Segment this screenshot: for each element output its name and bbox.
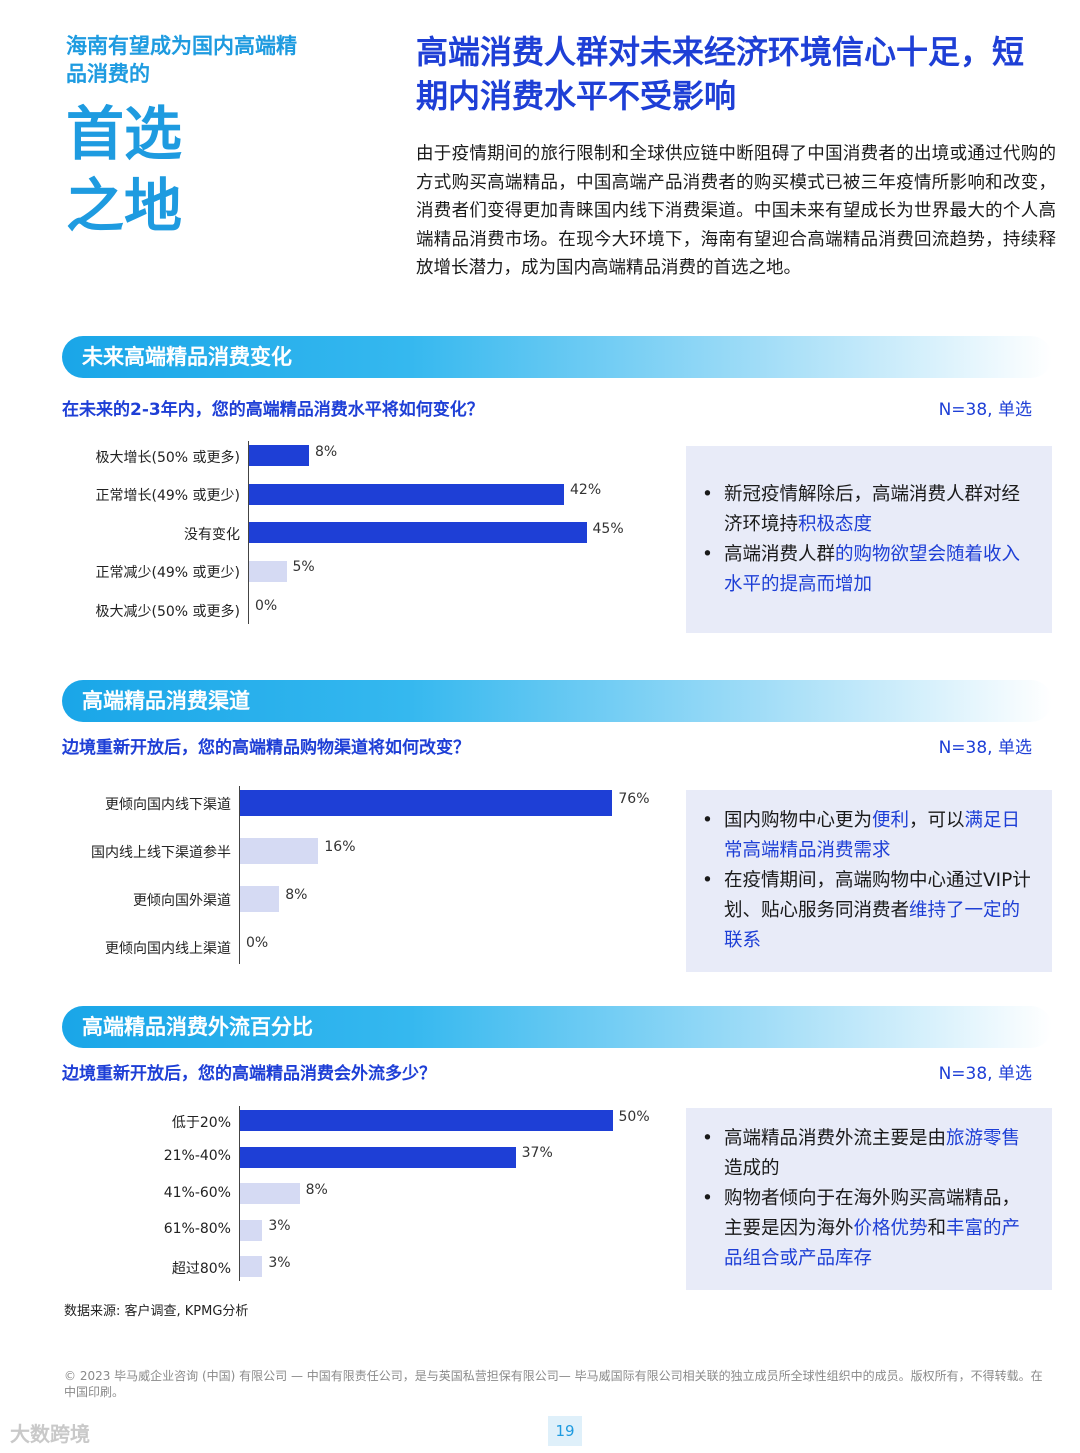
category-label: 正常增长(49% 或更少) [95, 488, 241, 504]
survey-question-3: 边境重新开放后，您的高端精品消费会外流多少？ [62, 1064, 436, 1084]
insight-text: 购物者倾向于在海外购买高端精品，主要是因为海外 [724, 1188, 1021, 1239]
bar [240, 1183, 300, 1204]
value-label: 37% [521, 1145, 553, 1161]
highlighted-text: 丰富的产品组合或产品库存 [724, 1218, 1021, 1269]
insight-text: 造成的 [724, 1158, 780, 1179]
value-label: 8% [285, 887, 308, 903]
survey-question-1: 在未来的2-3年内，您的高端精品消费水平将如何变化？ [62, 400, 484, 420]
category-label: 正常减少(49% 或更少) [95, 565, 241, 581]
page-headline: 高端消费人群对未来经济环境信心十足，短期内消费水平不受影响 [416, 33, 1025, 115]
bar-chart-shopping-channel: 更倾向国内线下渠道 76% 国内线上线下渠道参半 16% 更倾向国外渠道 8% 更倾向国内线… [62, 782, 672, 972]
bar [240, 1110, 613, 1131]
value-label: 3% [268, 1254, 291, 1271]
chart-axis [239, 1106, 240, 1281]
highlighted-text: 积极态度 [798, 514, 873, 535]
insight-box-3: 高端精品消费外流主要是由旅游零售造成的购物者倾向于在海外购买高端精品，主要是因为… [686, 1108, 1052, 1290]
highlighted-text: 价格优势 [853, 1218, 928, 1239]
insight-bullet: 国内购物中心更为便利，可以满足日常高端精品消费需求 [702, 806, 1036, 866]
insight-text: 在疫情期间，高端购物中心通过VIP计划、贴心服务同消费者 [724, 870, 1031, 921]
insight-bullet: 在疫情期间，高端购物中心通过VIP计划、贴心服务同消费者维持了一定的联系 [702, 866, 1036, 956]
value-label: 8% [305, 1181, 328, 1198]
section-header-1: 未来高端精品消费变化 [62, 336, 1052, 378]
value-label: 8% [315, 443, 338, 460]
insight-text: 新冠疫情解除后，高端消费人群对经济环境持 [724, 484, 1021, 535]
category-label: 更倾向国外渠道 [133, 893, 231, 909]
insight-bullet: 新冠疫情解除后，高端消费人群对经济环境持积极态度 [702, 480, 1036, 540]
value-label: 3% [268, 1218, 291, 1234]
highlighted-text: 维持了一定的联系 [724, 900, 1021, 951]
category-label: 更倾向国内线上渠道 [105, 941, 231, 957]
chart-axis [239, 786, 240, 964]
bar [249, 522, 587, 543]
insight-text: ，可以 [909, 810, 965, 831]
category-label: 低于20% [171, 1114, 231, 1131]
brand-title: 首选 之地 [66, 98, 182, 242]
category-label: 极大减少(50% 或更多) [95, 603, 241, 620]
insight-text: 高端精品消费外流主要是由 [724, 1128, 947, 1149]
value-label: 16% [324, 839, 356, 855]
value-label: 0% [246, 935, 269, 951]
insight-bullet: 购物者倾向于在海外购买高端精品，主要是因为海外价格优势和丰富的产品组合或产品库存 [702, 1184, 1036, 1274]
section-title: 未来高端精品消费变化 [82, 345, 292, 369]
category-label: 更倾向国内线下渠道 [105, 797, 231, 813]
bar [240, 1256, 263, 1277]
page-number: 19 [548, 1416, 582, 1446]
sample-size-label-1: N=38, 单选 [938, 400, 1032, 420]
insight-box-1: 新冠疫情解除后，高端消费人群对经济环境持积极态度高端消费人群的购物欲望会随着收入… [686, 446, 1052, 633]
insight-text: 国内购物中心更为 [724, 810, 873, 831]
insight-bullet: 高端精品消费外流主要是由旅游零售造成的 [702, 1124, 1036, 1184]
value-label: 45% [592, 520, 624, 537]
category-label: 没有变化 [184, 526, 240, 543]
insight-text: 和 [927, 1218, 947, 1239]
copyright-notice: © 2023 毕马威企业咨询 (中国) 有限公司 — 中国有限责任公司，是与英国… [64, 1369, 1043, 1399]
bar [249, 445, 309, 466]
category-label: 21%-40% [163, 1148, 231, 1164]
category-label: 61%-80% [163, 1221, 231, 1237]
section-title: 高端精品消费外流百分比 [82, 1015, 313, 1039]
sample-size-label-2: N=38, 单选 [938, 738, 1032, 758]
value-label: 5% [292, 559, 315, 575]
section-title: 高端精品消费渠道 [82, 689, 250, 713]
brand-title-line-1: 首选 [66, 100, 183, 168]
insight-bullet: 高端消费人群的购物欲望会随着收入水平的提高而增加 [702, 540, 1036, 600]
bar [240, 790, 613, 816]
chart-axis [248, 441, 249, 624]
highlighted-text: 满足日常高端精品消费需求 [724, 810, 1021, 861]
bar [240, 1219, 263, 1241]
category-label: 41%-60% [163, 1184, 231, 1201]
watermark-logo: 大数跨境 [10, 1422, 90, 1446]
brand-title-line-2: 之地 [66, 172, 183, 240]
section-header-3: 高端精品消费外流百分比 [62, 1006, 1052, 1048]
data-source-note: 数据来源: 客户调查, KPMG分析 [64, 1304, 249, 1319]
bar [249, 483, 564, 505]
insight-text: 高端消费人群 [724, 544, 836, 565]
bar [249, 560, 287, 582]
value-label: 50% [618, 1108, 650, 1125]
bar-chart-consumption-outflow: 低于20% 50% 21%-40% 37% 41%-60% 8% 61%-80% 3% 超过80… [62, 1106, 672, 1286]
bar-chart-consumption-change: 极大增长(50% 或更多) 8% 正常增长(49% 或更少) 42% 没有变化 45% 正常… [62, 440, 672, 635]
bar [240, 1146, 516, 1168]
category-label: 极大增长(50% 或更多) [95, 449, 241, 466]
survey-question-2: 边境重新开放后，您的高端精品购物渠道将如何改变？ [62, 738, 470, 758]
highlighted-text: 旅游零售 [946, 1128, 1021, 1149]
value-label: 0% [255, 597, 278, 614]
section-header-2: 高端精品消费渠道 [62, 680, 1052, 722]
sample-size-label-3: N=38, 单选 [938, 1064, 1032, 1084]
category-label: 超过80% [171, 1260, 231, 1277]
brand-subtitle: 海南有望成为国内高端精品消费的 [66, 34, 297, 86]
value-label: 42% [570, 482, 602, 498]
intro-paragraph: 由于疫情期间的旅行限制和全球供应链中断阻碍了中国消费者的出境或通过代购的方式购买… [416, 144, 1056, 278]
value-label: 76% [618, 791, 650, 807]
insight-box-2: 国内购物中心更为便利，可以满足日常高端精品消费需求在疫情期间，高端购物中心通过V… [686, 790, 1052, 972]
bar [240, 886, 280, 912]
category-label: 国内线上线下渠道参半 [91, 845, 231, 861]
bar [240, 838, 319, 864]
highlighted-text: 的购物欲望会随着收入水平的提高而增加 [724, 544, 1021, 595]
highlighted-text: 便利 [872, 810, 910, 831]
